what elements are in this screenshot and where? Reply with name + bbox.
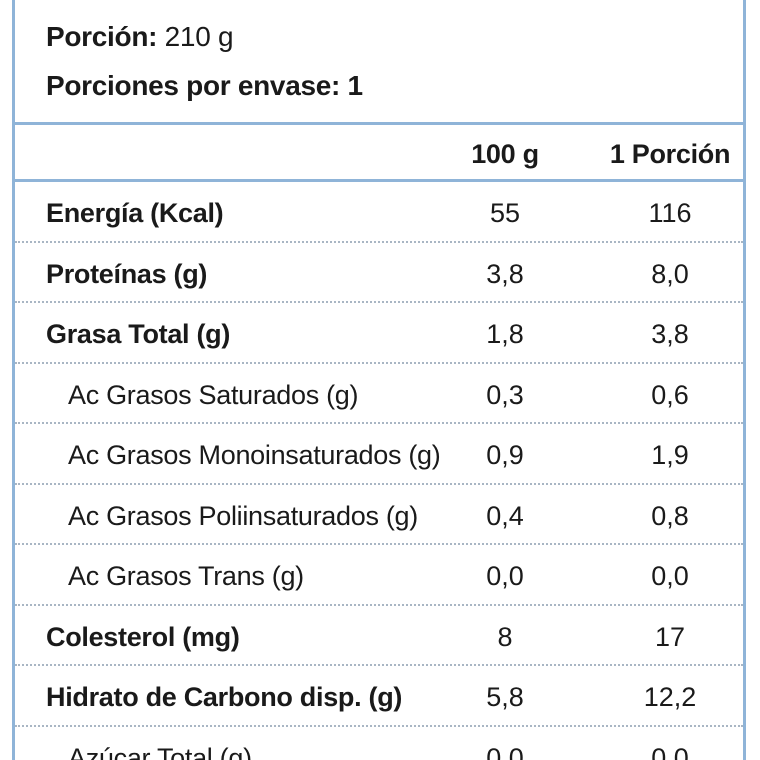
nutrient-name: Ac Grasos Trans (g) <box>68 561 304 591</box>
portion-label: Porción: <box>46 21 158 52</box>
value-per-100g: 0,3 <box>486 379 524 410</box>
value-per-portion: 0,0 <box>651 561 689 591</box>
value-per-100g: 0,0 <box>486 742 524 760</box>
table-row: Colesterol (mg) 8 17 <box>15 606 743 666</box>
value-per-100g: 8 <box>497 621 513 652</box>
value-per-portion: 0,8 <box>651 500 689 531</box>
value-per-100g: 5,8 <box>486 682 524 712</box>
nutrient-name: Azúcar Total (g) <box>68 742 252 760</box>
table-row: Grasa Total (g) 1,8 3,8 <box>15 303 743 364</box>
value-per-portion: 0,6 <box>651 379 689 410</box>
value-per-100g: 3,8 <box>486 258 524 289</box>
table-row: Proteínas (g) 3,8 8,0 <box>15 243 743 303</box>
nutrient-name: Ac Grasos Poliinsaturados (g) <box>68 500 418 531</box>
value-per-portion: 8,0 <box>651 258 689 289</box>
column-header-100g: 100 g <box>471 139 539 169</box>
table-row: Energía (Kcal) 55 116 <box>15 182 743 243</box>
value-per-portion: 3,8 <box>651 319 689 349</box>
column-headers: 100 g 1 Porción <box>15 125 743 182</box>
value-per-portion: 12,2 <box>643 682 697 712</box>
nutrient-name: Proteínas (g) <box>46 258 208 289</box>
value-per-100g: 0,4 <box>486 500 524 531</box>
nutrient-name: Grasa Total (g) <box>46 319 231 349</box>
portion-value: 210 g <box>157 21 234 52</box>
nutrient-name: Hidrato de Carbono disp. (g) <box>46 682 403 712</box>
value-per-100g: 1,8 <box>486 319 524 349</box>
servings-per-container: Porciones por envase: 1 <box>46 70 363 101</box>
value-per-100g: 0,0 <box>486 561 524 591</box>
value-per-portion: 0,0 <box>651 742 689 760</box>
nutrient-name: Energía (Kcal) <box>46 198 224 228</box>
value-per-portion: 116 <box>648 198 692 228</box>
nutrient-name: Ac Grasos Monoinsaturados (g) <box>68 440 441 470</box>
nutrient-name: Ac Grasos Saturados (g) <box>68 379 359 410</box>
table-row: Ac Grasos Monoinsaturados (g) 0,9 1,9 <box>15 424 743 485</box>
serving-info: Porción: 210 g Porciones por envase: 1 <box>15 0 743 125</box>
value-per-portion: 17 <box>654 621 686 652</box>
table-row: Hidrato de Carbono disp. (g) 5,8 12,2 <box>15 666 743 727</box>
table-row: Ac Grasos Trans (g) 0,0 0,0 <box>15 545 743 606</box>
column-header-portion: 1 Porción <box>609 139 731 169</box>
table-row: Ac Grasos Poliinsaturados (g) 0,4 0,8 <box>15 485 743 545</box>
value-per-100g: 0,9 <box>486 440 524 470</box>
value-per-portion: 1,9 <box>651 440 689 470</box>
nutrient-rows: Energía (Kcal) 55 116 Proteínas (g) 3,8 8,0 Gr… <box>15 182 743 760</box>
value-per-100g: 55 <box>489 198 521 228</box>
nutrient-name: Colesterol (mg) <box>46 621 240 652</box>
portion-line: Porción: 210 g <box>46 21 234 53</box>
table-row: Ac Grasos Saturados (g) 0,3 0,6 <box>15 364 743 424</box>
nutrition-facts-panel: Porción: 210 g Porciones por envase: 1 1… <box>12 0 746 760</box>
table-row: Azúcar Total (g) 0,0 0,0 <box>15 727 743 760</box>
